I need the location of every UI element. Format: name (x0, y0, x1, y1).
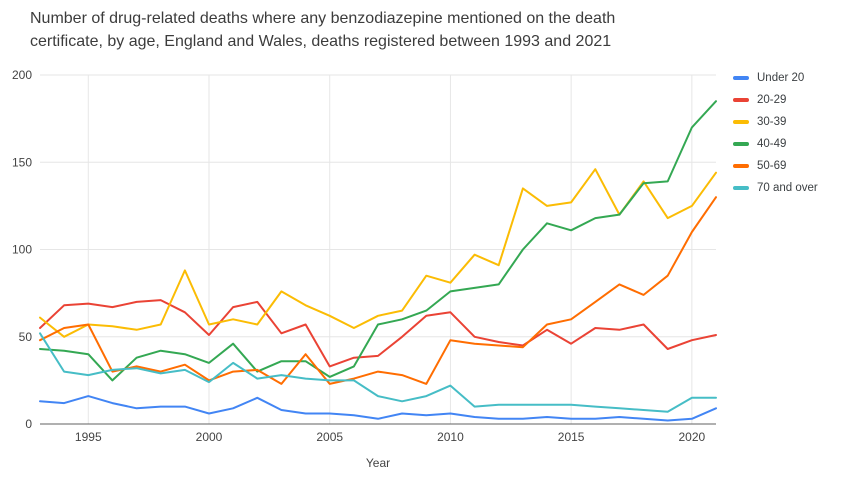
y-tick-label: 50 (19, 330, 33, 344)
series-line-70-and-over (39, 332, 717, 413)
legend-marker-under-20 (733, 76, 749, 80)
x-tick-label: 2000 (196, 430, 223, 444)
legend-label: Under 20 (757, 72, 805, 84)
series-line-under-20 (39, 395, 717, 422)
y-tick-label: 200 (12, 68, 32, 82)
legend-marker-20-29 (733, 98, 749, 102)
x-axis-title: Year (365, 456, 391, 470)
y-tick-label: 100 (12, 243, 32, 257)
series-line-20-29 (39, 299, 717, 368)
legend-item-40-49: 40-49 (733, 133, 818, 155)
x-tick-label: 2015 (558, 430, 585, 444)
series-line-30-39 (39, 168, 717, 338)
legend-marker-70-and-over (733, 186, 749, 190)
y-tick-label: 0 (25, 417, 32, 431)
legend-item-20-29: 20-29 (733, 89, 818, 111)
x-tick-label: 2005 (316, 430, 343, 444)
y-tick-label: 150 (12, 155, 32, 169)
chart-title-line1: Number of drug-related deaths where any … (30, 10, 616, 27)
x-tick-label: 2010 (437, 430, 464, 444)
series-line-50-69 (39, 196, 717, 385)
legend-label: 70 and over (757, 182, 818, 194)
x-tick-label: 1995 (75, 430, 102, 444)
legend-label: 40-49 (757, 138, 787, 150)
line-chart: 0 50 100 150 200 1995 2000 2005 2010 2015 2020 (12, 68, 717, 444)
legend-marker-50-69 (733, 164, 749, 168)
chart-title: Number of drug-related deaths where any … (30, 7, 615, 53)
legend-marker-40-49 (733, 142, 749, 146)
legend-item-under-20: Under 20 (733, 67, 818, 89)
x-tick-label: 2020 (679, 430, 706, 444)
legend-label: 20-29 (757, 94, 787, 106)
legend-marker-30-39 (733, 120, 749, 124)
series-line-40-49 (39, 100, 717, 382)
chart-title-line2: certificate, by age, England and Wales, … (30, 33, 612, 50)
legend-item-70-and-over: 70 and over (733, 177, 818, 199)
legend-item-50-69: 50-69 (733, 155, 818, 177)
legend-label: 50-69 (757, 160, 787, 172)
legend-label: 30-39 (757, 116, 787, 128)
legend: Under 20 20-29 30-39 40-49 50-69 70 and over (733, 67, 818, 199)
legend-item-30-39: 30-39 (733, 111, 818, 133)
